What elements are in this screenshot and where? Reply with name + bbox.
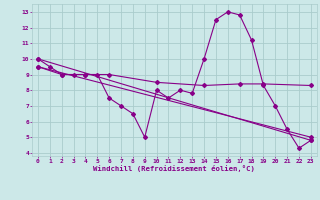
- X-axis label: Windchill (Refroidissement éolien,°C): Windchill (Refroidissement éolien,°C): [93, 165, 255, 172]
